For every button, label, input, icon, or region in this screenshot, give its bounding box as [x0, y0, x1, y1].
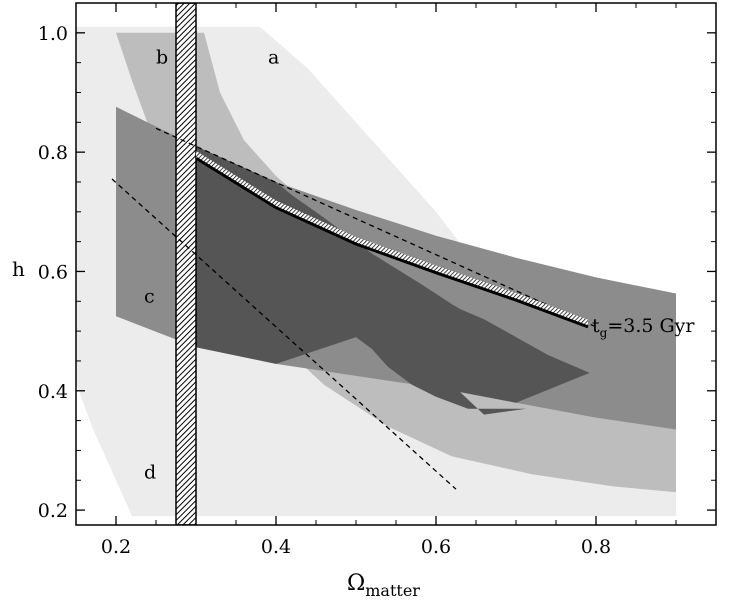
labels-layer: a b c d tg=3.5 Gyr [144, 47, 695, 484]
region-label-b: b [156, 47, 168, 69]
x-tick-label: 0.8 [581, 536, 611, 558]
band-layer [175, 3, 197, 525]
curve-label-symbol: t [592, 315, 600, 337]
x-tick-label: 0.6 [421, 536, 451, 558]
y-tick-label: 0.8 [38, 142, 68, 164]
region-label-d: d [144, 461, 156, 483]
ticks-layer: 0.2 0.4 0.6 0.8 0.2 0.4 0.6 0.8 1.0 [38, 2, 717, 558]
curve-layer [195, 150, 589, 329]
band-d-hatched [175, 3, 197, 525]
curve-label-subscript: g [600, 326, 608, 340]
age-curve-hatch [196, 150, 588, 327]
y-axis-title: h [12, 257, 25, 281]
region-label-a: a [268, 47, 279, 69]
regions [76, 26, 676, 517]
y-tick-label: 0.4 [38, 381, 68, 403]
x-tick-label: 0.2 [101, 536, 131, 558]
x-tick-label: 0.4 [261, 536, 291, 558]
age-curve-line [195, 156, 589, 329]
y-tick-label: 1.0 [38, 23, 68, 45]
curve-label: tg=3.5 Gyr [592, 315, 695, 340]
y-tick-label: 0.2 [38, 500, 68, 522]
region-label-c: c [144, 285, 155, 307]
x-axis-title: Ωmatter [347, 571, 420, 600]
x-axis-title-symbol: Ω [347, 571, 365, 596]
curve-label-suffix: =3.5 Gyr [607, 315, 695, 337]
x-axis-title-subscript: matter [365, 581, 420, 600]
y-tick-label: 0.6 [38, 261, 68, 283]
